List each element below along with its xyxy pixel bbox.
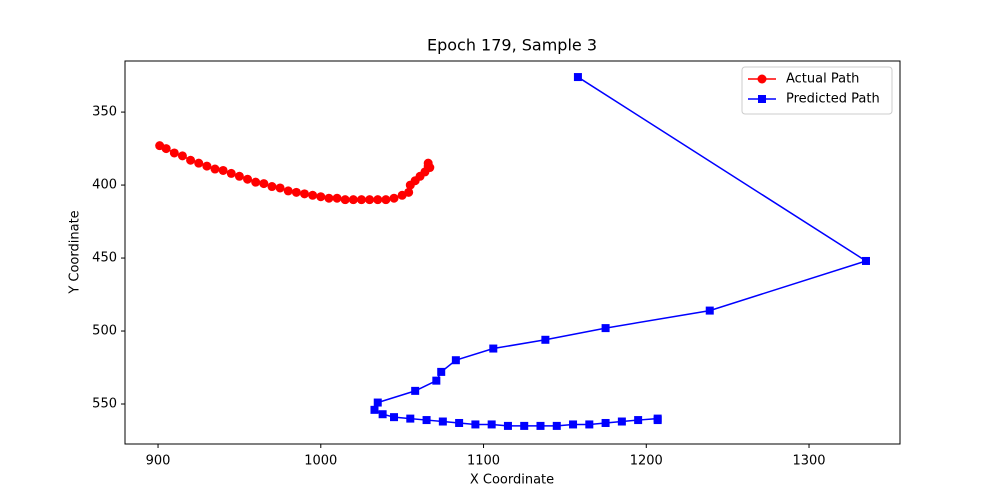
marker	[283, 186, 293, 196]
marker	[536, 421, 545, 430]
x-tick-label: 900	[146, 454, 171, 469]
marker	[365, 195, 375, 205]
x-tick-label: 1200	[630, 454, 663, 469]
marker	[451, 356, 460, 365]
marker	[438, 417, 447, 426]
y-tick-label: 450	[92, 251, 117, 266]
marker	[455, 418, 464, 427]
marker	[308, 190, 318, 200]
marker	[177, 151, 187, 161]
marker	[291, 187, 301, 197]
marker	[373, 398, 382, 407]
marker	[569, 420, 578, 429]
x-axis-label: X Coordinate	[470, 473, 554, 488]
marker	[202, 161, 212, 171]
marker	[541, 335, 550, 344]
marker	[601, 418, 610, 427]
marker	[300, 189, 310, 199]
marker	[406, 414, 415, 423]
marker	[186, 155, 196, 165]
marker	[425, 163, 435, 173]
marker	[169, 148, 179, 158]
x-tick-label: 1000	[304, 454, 337, 469]
marker	[389, 193, 399, 203]
marker	[381, 195, 391, 205]
marker	[316, 192, 326, 202]
x-tick-label: 1100	[467, 454, 500, 469]
marker	[226, 168, 236, 178]
y-axis-label: Y Coordinate	[68, 210, 83, 294]
marker	[503, 421, 512, 430]
marker	[259, 179, 269, 189]
legend-label: Actual Path	[786, 72, 859, 87]
marker	[601, 324, 610, 333]
marker	[234, 171, 244, 181]
marker	[653, 416, 662, 425]
marker	[275, 183, 285, 193]
plot-frame	[124, 60, 901, 445]
marker	[161, 144, 171, 154]
marker	[370, 405, 379, 414]
marker	[356, 195, 366, 205]
marker	[390, 413, 399, 422]
marker	[210, 164, 220, 174]
marker	[617, 417, 626, 426]
marker	[251, 177, 261, 187]
marker	[437, 367, 446, 376]
marker	[520, 421, 529, 430]
marker	[573, 73, 582, 82]
marker	[324, 193, 334, 203]
marker	[489, 344, 498, 353]
y-tick-label: 500	[92, 324, 117, 339]
marker	[373, 195, 383, 205]
marker	[332, 193, 342, 203]
marker	[378, 410, 387, 419]
marker	[471, 420, 480, 429]
legend-box	[741, 66, 893, 115]
legend-label: Predicted Path	[786, 92, 880, 107]
marker	[634, 416, 643, 425]
marker	[194, 158, 204, 168]
marker	[552, 421, 561, 430]
marker	[267, 182, 277, 192]
marker	[404, 187, 414, 197]
marker	[340, 195, 350, 205]
marker	[432, 376, 441, 385]
marker	[861, 256, 870, 265]
y-tick-label: 550	[92, 397, 117, 412]
marker	[218, 165, 228, 175]
marker	[243, 174, 253, 184]
marker	[585, 420, 594, 429]
marker	[705, 306, 714, 315]
marker	[411, 386, 420, 395]
y-tick-label: 400	[92, 178, 117, 193]
marker	[758, 95, 766, 103]
marker	[487, 420, 496, 429]
marker	[422, 416, 431, 425]
y-tick-label: 350	[92, 105, 117, 120]
marker	[757, 74, 767, 84]
x-tick-label: 1300	[792, 454, 825, 469]
marker	[348, 195, 358, 205]
chart-title: Epoch 179, Sample 3	[427, 36, 597, 55]
